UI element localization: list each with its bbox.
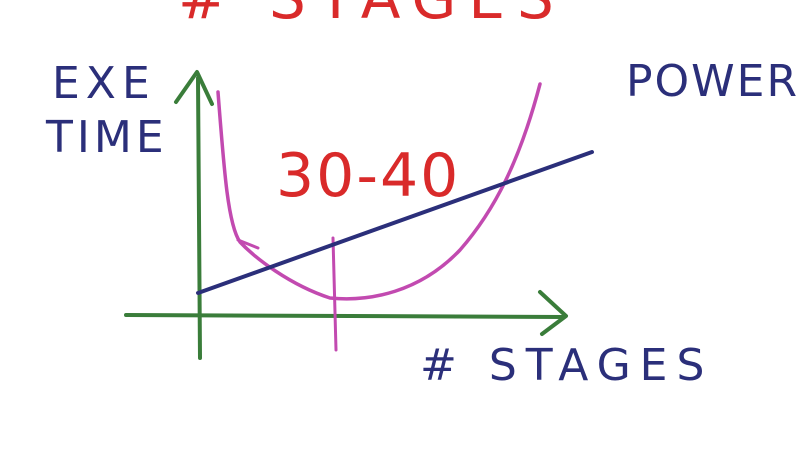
- cut-off-title: # STAGES: [178, 0, 566, 32]
- y-axis-label-exe: EXE: [52, 58, 156, 109]
- power-label: POWER: [626, 56, 799, 107]
- power-line: [196, 150, 594, 295]
- optimum-marker-line: [331, 236, 338, 352]
- y-axis-arrowhead: [174, 70, 214, 106]
- exe-time-curve: [216, 82, 542, 301]
- optimum-range-label: 30-40: [276, 141, 460, 211]
- x-axis-label: # STAGES: [420, 340, 713, 391]
- exe-time-curve-tick: [236, 238, 260, 250]
- x-axis: [124, 313, 566, 319]
- y-axis: [196, 76, 202, 360]
- x-axis-arrowhead: [538, 290, 568, 336]
- y-axis-label-time: TIME: [45, 112, 168, 163]
